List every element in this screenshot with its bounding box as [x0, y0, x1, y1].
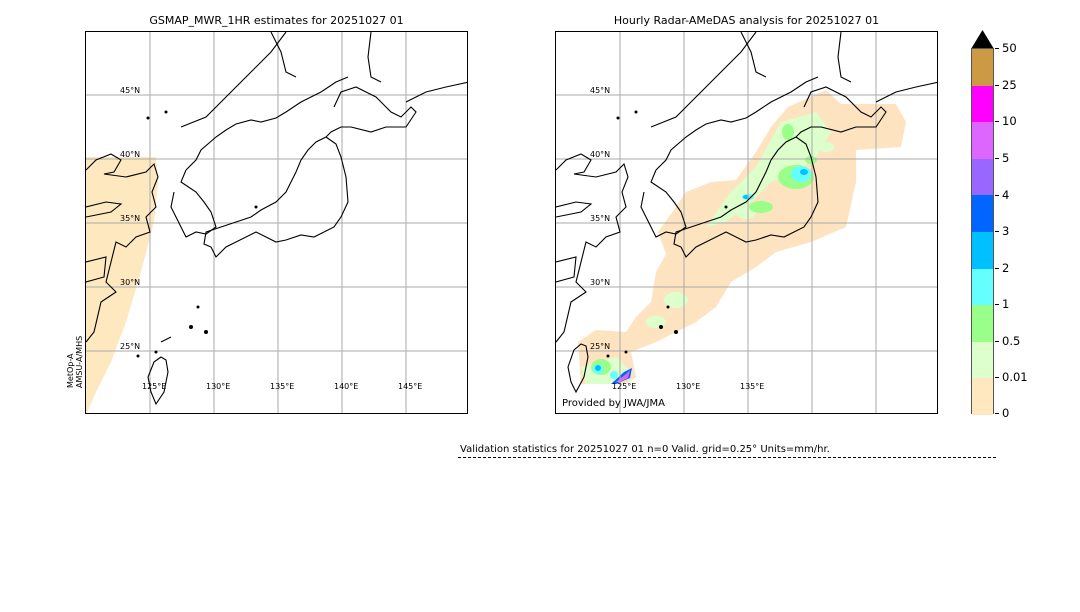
lat-label-30: 30°N [590, 278, 611, 287]
lon-label-140: 140°E [334, 382, 359, 391]
colorbar-tick: 0.5 [995, 334, 1020, 348]
lat-label-30: 30°N [120, 278, 141, 287]
satellite-name: MetOp-A [66, 353, 75, 388]
lat-label-40: 40°N [120, 150, 141, 159]
left-map-canvas [86, 32, 467, 413]
right-map-canvas [556, 32, 937, 413]
lon-label-145: 145°E [398, 382, 423, 391]
colorbar-extend-arrow-icon [971, 30, 994, 49]
left-map: 45°N 40°N 35°N 30°N 25°N 125°E 130°E 135… [85, 31, 468, 414]
validation-statistics: Validation statistics for 20251027 01 n=… [460, 444, 830, 455]
colorbar-tick: 0.01 [995, 370, 1028, 384]
lat-label-35: 35°N [120, 214, 141, 223]
right-map-title: Hourly Radar-AMeDAS analysis for 2025102… [613, 14, 880, 27]
lon-label-135: 135°E [270, 382, 295, 391]
satellite-sensor: AMSU-A/MHS [75, 335, 84, 388]
colorbar-tick: 5 [995, 151, 1009, 165]
lat-label-25: 25°N [590, 342, 611, 351]
colorbar-tick: 2 [995, 261, 1009, 275]
colorbar-tick: 50 [995, 41, 1017, 55]
lat-label-45: 45°N [590, 86, 611, 95]
lon-label-125: 125°E [612, 382, 637, 391]
lat-label-40: 40°N [590, 150, 611, 159]
lon-label-135: 135°E [740, 382, 765, 391]
colorbar-tick: 10 [995, 114, 1017, 128]
colorbar-tick: 0 [995, 406, 1009, 420]
colorbar [971, 48, 994, 415]
lat-label-45: 45°N [120, 86, 141, 95]
lon-label-130: 130°E [676, 382, 701, 391]
colorbar-tick: 4 [995, 188, 1009, 202]
satellite-label: MetOp-A AMSU-A/MHS [66, 336, 84, 388]
colorbar-tick: 1 [995, 297, 1009, 311]
coastlines [556, 32, 937, 394]
validation-divider [458, 457, 996, 458]
lat-label-25: 25°N [120, 342, 141, 351]
right-map: 45°N 40°N 35°N 30°N 25°N 125°E 130°E 135… [555, 31, 938, 414]
swath-coverage [86, 157, 158, 413]
colorbar-tick: 25 [995, 78, 1017, 92]
colorbar-tick: 3 [995, 224, 1009, 238]
coastlines [86, 32, 467, 406]
radar-coverage [578, 90, 906, 384]
data-credit: Provided by JWA/JMA [562, 398, 665, 409]
lon-label-130: 130°E [206, 382, 231, 391]
left-map-title: GSMAP_MWR_1HR estimates for 20251027 01 [149, 14, 404, 27]
lon-label-125: 125°E [142, 382, 167, 391]
lat-label-35: 35°N [590, 214, 611, 223]
